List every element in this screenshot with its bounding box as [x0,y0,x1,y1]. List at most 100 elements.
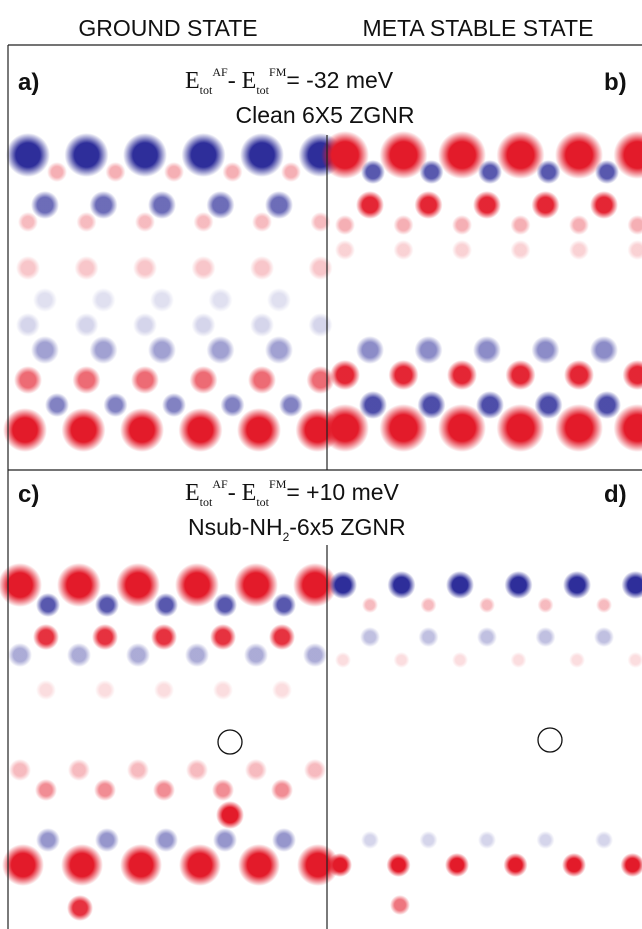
density-blob [210,624,236,650]
density-blob [67,643,91,667]
density-blob [179,844,221,886]
density-blob [31,336,59,364]
density-blob [415,336,443,364]
column-header: META STABLE STATE [363,15,594,41]
density-blob [394,652,410,668]
density-blob [590,191,618,219]
density-blob [213,680,233,700]
density-blob [33,624,59,650]
density-blob [421,597,437,613]
density-blob [148,191,176,219]
density-blob [248,366,276,394]
density-blob [564,360,594,390]
density-blob [596,597,612,613]
density-blob [62,408,106,452]
density-blob [150,288,174,312]
density-blob [90,336,118,364]
density-blob [207,336,235,364]
density-blob [153,779,175,801]
density-blob [45,393,69,417]
panel-label: c) [18,481,39,508]
density-blob [446,571,474,599]
density-blob [95,680,115,700]
density-blob [389,360,419,390]
density-blob [447,360,477,390]
density-blob [131,366,159,394]
density-blob [16,256,40,280]
density-blob [216,801,244,829]
density-blob [356,336,384,364]
density-blob [154,593,178,617]
density-blob [536,627,556,647]
density-blob [452,240,472,260]
density-blob [329,571,357,599]
density-blob [154,680,174,700]
density-blob [415,191,443,219]
density-blob [250,256,274,280]
density-blob [212,779,234,801]
density-blob [133,256,157,280]
density-blob [479,597,495,613]
density-blob [360,627,380,647]
density-blob [94,779,116,801]
density-blob [104,393,128,417]
density-blob [36,828,60,852]
density-blob [303,643,327,667]
density-blob [223,162,243,182]
density-blob [92,624,118,650]
density-blob [269,624,295,650]
density-blob [106,162,126,182]
density-blob [192,313,216,337]
density-blob [505,571,533,599]
density-blob [192,256,216,280]
density-blob [61,844,103,886]
density-blob [185,643,209,667]
density-blob [120,844,162,886]
density-blob [477,627,497,647]
density-blob [537,160,561,184]
density-blob [420,160,444,184]
density-blob [0,563,42,607]
density-blob [563,571,591,599]
density-blob [68,759,90,781]
density-blob [506,360,536,390]
density-blob [57,563,101,607]
density-blob [8,643,32,667]
density-blob [356,191,384,219]
density-blob [127,759,149,781]
density-blob [126,643,150,667]
density-blob [628,240,642,260]
density-blob [207,191,235,219]
density-blob [135,212,155,232]
panel-label: b) [604,69,627,96]
density-blob [36,593,60,617]
density-blob [3,408,47,452]
density-blob [532,336,560,364]
density-blob [497,404,545,452]
density-blob [511,652,527,668]
density-blob [47,162,67,182]
density-blob [164,162,184,182]
density-blob [328,853,352,877]
density-blob [304,759,326,781]
density-blob [116,563,160,607]
density-blob [162,393,186,417]
density-blob [16,313,40,337]
energy-formula: EtotAF- EtotFM= +10 meV [185,477,400,509]
density-blob [388,571,416,599]
density-blob [387,853,411,877]
density-blob [252,212,272,232]
density-blob [95,828,119,852]
column-header: GROUND STATE [78,15,257,41]
density-blob [265,191,293,219]
density-blob [628,215,642,235]
density-blob [335,215,355,235]
density-blob [179,408,223,452]
density-blob [272,828,296,852]
density-blob [265,336,293,364]
density-blob [452,652,468,668]
density-blob [594,627,614,647]
density-blob [621,853,642,877]
density-blob [238,844,280,886]
defect-markers [218,728,562,754]
